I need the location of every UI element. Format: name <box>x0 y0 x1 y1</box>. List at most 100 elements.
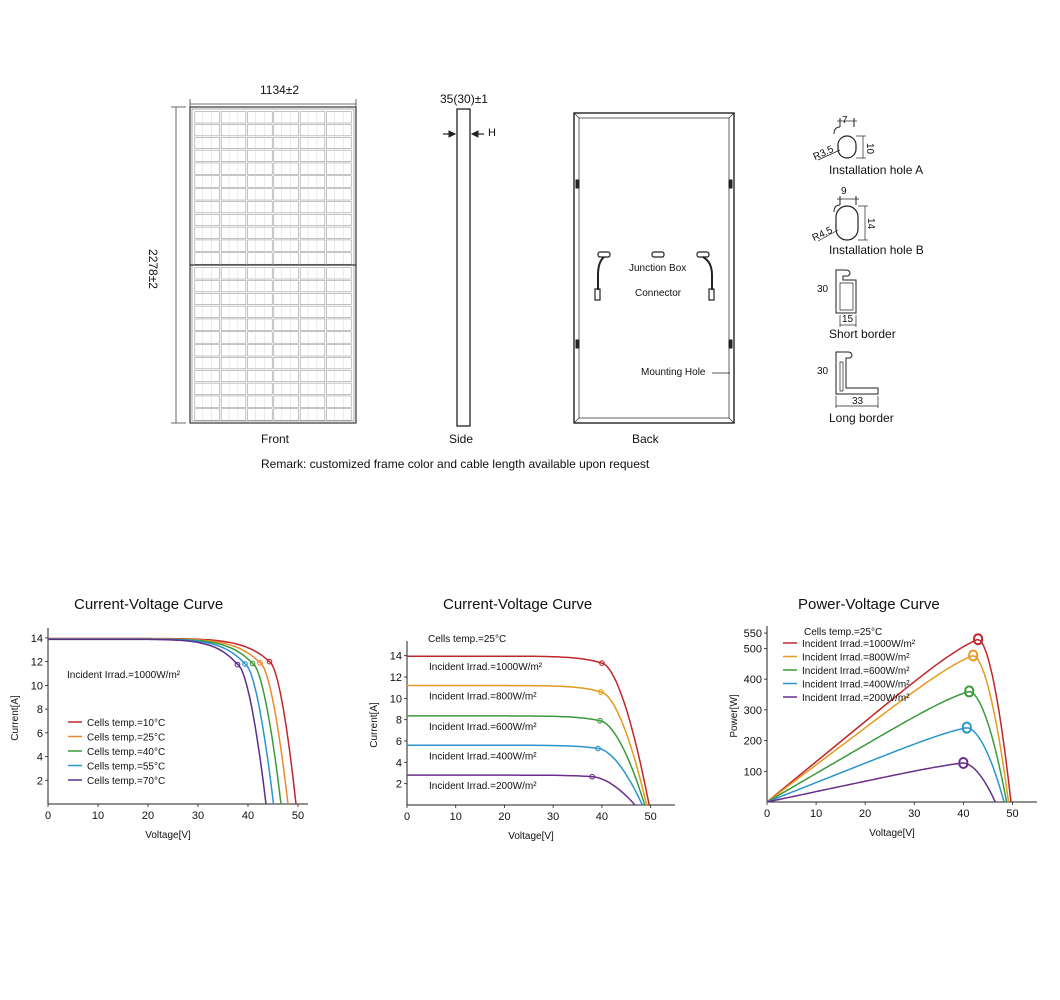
y-tick-label: 10 <box>390 693 402 705</box>
y-tick-label: 500 <box>744 643 762 655</box>
y-tick-label: 8 <box>37 704 43 716</box>
junction-box-label: Junction Box <box>629 263 687 274</box>
installation-hole-b-label: Installation hole B <box>829 243 924 257</box>
mpp-marker <box>958 756 969 769</box>
short-border-profile <box>835 269 857 327</box>
x-tick-label: 50 <box>1006 808 1018 820</box>
x-tick-label: 0 <box>45 810 51 822</box>
x-axis-label: Voltage[V] <box>508 831 554 842</box>
chart3-title: Power-Voltage Curve <box>798 596 940 613</box>
legend-label: Incident Irrad.=200W/m² <box>802 693 910 704</box>
y-tick-label: 2 <box>396 779 402 791</box>
long-border-label: Long border <box>829 411 894 425</box>
short-border-width: 15 <box>842 314 854 325</box>
x-tick-label: 0 <box>404 811 410 823</box>
x-tick-label: 40 <box>242 810 254 822</box>
x-axis-label: Voltage[V] <box>869 828 915 839</box>
front-height-dimension <box>171 106 186 424</box>
installation-hole-a-label: Installation hole A <box>829 163 924 177</box>
mpp-marker <box>961 721 972 734</box>
y-axis-label: Current[A] <box>10 695 21 741</box>
mounting-hole-label: Mounting Hole <box>641 367 706 378</box>
series-label: Incident Irrad.=800W/m² <box>429 692 537 703</box>
series-line <box>766 762 996 803</box>
y-tick-label: 100 <box>744 766 762 778</box>
mpp-marker <box>597 717 603 724</box>
hole-a-width: 7 <box>842 115 848 126</box>
x-tick-label: 50 <box>292 810 304 822</box>
legend-label: Cells temp.=70°C <box>87 776 165 787</box>
x-tick-label: 10 <box>810 808 822 820</box>
chart-annotation: Cells temp.=25°C <box>804 627 882 638</box>
side-view <box>443 108 484 427</box>
legend-label: Incident Irrad.=400W/m² <box>802 680 910 691</box>
front-panel <box>189 106 357 424</box>
x-tick-label: 40 <box>957 808 969 820</box>
y-tick-label: 12 <box>31 657 43 669</box>
legend-label: Incident Irrad.=1000W/m² <box>802 639 916 650</box>
chart-annotation: Incident Irrad.=1000W/m² <box>67 670 181 681</box>
series-label: Incident Irrad.=400W/m² <box>429 751 537 762</box>
x-tick-label: 10 <box>92 810 104 822</box>
series-line <box>48 637 297 805</box>
y-tick-label: 2 <box>37 775 43 787</box>
mpp-marker <box>589 773 596 780</box>
x-tick-label: 30 <box>547 811 559 823</box>
mpp-marker <box>249 660 256 667</box>
y-tick-label: 12 <box>390 672 402 684</box>
x-tick-label: 20 <box>859 808 871 820</box>
y-tick-label: 8 <box>396 715 402 727</box>
y-tick-label: 4 <box>396 757 402 769</box>
chart2-title: Current-Voltage Curve <box>443 596 593 613</box>
front-width-label: 1134±2 <box>260 83 300 97</box>
connector-label: Connector <box>635 288 682 299</box>
hole-a-height: 10 <box>864 142 876 155</box>
legend-label: Incident Irrad.=600W/m² <box>802 666 910 677</box>
series-label: Incident Irrad.=1000W/m² <box>429 662 543 673</box>
pv-curve-irradiance-chart: 0 10 20 30 40 50 100 200 300 400 500 550 Voltage[V] P… <box>729 626 1037 839</box>
series-line <box>766 638 1012 803</box>
side-thickness-label: 35(30)±1 <box>440 92 488 106</box>
y-tick-label: 400 <box>744 674 762 686</box>
long-border-height: 30 <box>817 366 829 377</box>
y-axis-label: Current[A] <box>369 702 380 748</box>
legend-label: Cells temp.=10°C <box>87 718 165 729</box>
series-line <box>766 727 1005 803</box>
long-border-width: 33 <box>852 396 864 407</box>
x-tick-label: 0 <box>764 808 770 820</box>
y-tick-label: 10 <box>31 680 43 692</box>
legend-label: Cells temp.=40°C <box>87 747 165 758</box>
front-height-label: 2278±2 <box>145 249 160 289</box>
series-line <box>766 690 1008 803</box>
mpp-marker <box>599 660 605 666</box>
y-tick-label: 550 <box>744 628 762 640</box>
back-panel <box>573 112 735 424</box>
side-label: Side <box>449 432 474 446</box>
hole-b-height: 14 <box>865 217 877 230</box>
installation-hole-a-drawing <box>817 118 866 161</box>
side-h-label: H <box>488 127 496 139</box>
mpp-marker <box>595 745 601 752</box>
x-tick-label: 20 <box>142 810 154 822</box>
x-tick-label: 10 <box>450 811 462 823</box>
series-line <box>407 715 646 806</box>
hole-b-width: 9 <box>841 186 847 197</box>
x-axis-label: Voltage[V] <box>145 830 191 841</box>
y-tick-label: 14 <box>31 633 43 645</box>
y-tick-label: 4 <box>37 752 43 764</box>
x-tick-label: 20 <box>498 811 510 823</box>
series-line <box>407 655 650 806</box>
x-tick-label: 30 <box>192 810 204 822</box>
y-tick-label: 300 <box>744 705 762 717</box>
series-line <box>407 774 636 806</box>
series-line <box>407 744 644 806</box>
series-label: Incident Irrad.=600W/m² <box>429 722 537 733</box>
mpp-marker <box>242 661 248 667</box>
front-label: Front <box>261 432 290 446</box>
short-border-height: 30 <box>817 284 829 295</box>
legend-label: Cells temp.=25°C <box>87 733 165 744</box>
y-tick-label: 6 <box>37 728 43 740</box>
series-line <box>407 684 648 806</box>
y-axis-label: Power[W] <box>729 694 740 738</box>
iv-curve-irradiance-chart: 0 10 20 30 40 50 2 4 6 8 10 12 14 Voltage[V] Current[A… <box>369 634 675 842</box>
